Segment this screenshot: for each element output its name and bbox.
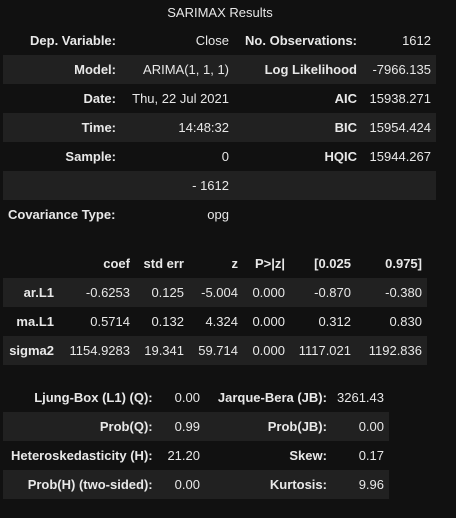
parameter-name: ma.L1: [16, 314, 54, 329]
summary-label: AIC: [334, 91, 357, 106]
table-cell: 0.312: [318, 314, 351, 329]
column-header: 0.975]: [385, 256, 422, 271]
summary-value: 15938.271: [369, 91, 431, 106]
diagnostic-value: 9.96: [358, 477, 384, 492]
table-cell: 19.341: [144, 343, 184, 358]
summary-label: Log Likelihood: [264, 62, 357, 77]
table-cell: 1117.021: [298, 343, 351, 358]
diagnostic-label: Prob(Q):: [99, 419, 153, 434]
column-header: [0.025: [314, 256, 351, 271]
summary-label: Model:: [74, 62, 116, 77]
summary-value: -7966.135: [372, 62, 431, 77]
table-cell: -5.004: [201, 285, 238, 300]
diagnostic-value: 0.00: [174, 477, 200, 492]
summary-label: Covariance Type:: [8, 207, 116, 222]
summary-value: [362, 200, 436, 229]
summary-value: 14:48:32: [178, 120, 229, 135]
diagnostics-row: Prob(H) (two-sided): 0.00 Kurtosis: 9.96: [3, 470, 389, 499]
summary-value: 0: [221, 149, 229, 164]
column-header: P>|z|: [254, 256, 285, 271]
table-cell: 0.000: [252, 314, 285, 329]
table-cell: 0.132: [151, 314, 184, 329]
summary-value: 15954.424: [369, 120, 431, 135]
diagnostics-row: Ljung-Box (L1) (Q): 0.00 Jarque-Bera (JB…: [3, 383, 389, 412]
diagnostic-value: 0.17: [358, 448, 384, 463]
diagnostics-table: Ljung-Box (L1) (Q): 0.00 Jarque-Bera (JB…: [3, 383, 389, 499]
summary-label: HQIC: [324, 149, 358, 164]
summary-label: [234, 200, 362, 229]
column-header: [3, 249, 59, 278]
diagnostic-value: 0.00: [358, 419, 384, 434]
summary-label: Sample:: [65, 149, 116, 164]
diagnostic-value: 0.99: [174, 419, 200, 434]
table-cell: 1154.9283: [69, 343, 131, 358]
table-cell: 0.830: [389, 314, 422, 329]
coefficient-row: sigma2 1154.9283 19.341 59.714 0.000 111…: [3, 336, 427, 365]
table-cell: 0.000: [252, 343, 285, 358]
diagnostics-row: Prob(Q): 0.99 Prob(JB): 0.00: [3, 412, 389, 441]
parameter-name: sigma2: [9, 343, 54, 358]
summary-row: Sample: 0 HQIC 15944.267: [3, 142, 436, 171]
coefficient-table: coef std err z P>|z| [0.025 0.975] ar.L1…: [3, 249, 427, 365]
summary-value: Thu, 22 Jul 2021: [132, 91, 229, 106]
diagnostic-label: Prob(H) (two-sided):: [27, 477, 153, 492]
diagnostic-label: Jarque-Bera (JB):: [217, 390, 327, 405]
summary-row: Time: 14:48:32 BIC 15954.424: [3, 113, 436, 142]
summary-table: Dep. Variable: Close No. Observations: 1…: [3, 26, 436, 229]
coefficient-header-row: coef std err z P>|z| [0.025 0.975]: [3, 249, 427, 278]
diagnostic-label: Ljung-Box (L1) (Q):: [34, 390, 153, 405]
table-cell: 0.000: [252, 285, 285, 300]
summary-label: Time:: [81, 120, 116, 135]
summary-value: Close: [195, 33, 229, 48]
diagnostic-value: 21.20: [167, 448, 200, 463]
table-cell: -0.6253: [85, 285, 130, 300]
results-title: SARIMAX Results: [167, 5, 273, 20]
summary-row: Dep. Variable: Close No. Observations: 1…: [3, 26, 436, 55]
summary-value: opg: [207, 207, 229, 222]
summary-value: 15944.267: [369, 149, 431, 164]
column-header: coef: [103, 256, 130, 271]
summary-label: Date:: [83, 91, 116, 106]
coefficient-row: ma.L1 0.5714 0.132 4.324 0.000 0.312 0.8…: [3, 307, 427, 336]
diagnostic-label: Skew:: [289, 448, 327, 463]
table-cell: 0.125: [151, 285, 184, 300]
table-cell: 59.714: [198, 343, 238, 358]
summary-value: 1612: [402, 33, 431, 48]
table-cell: 1192.836: [368, 343, 422, 358]
table-cell: 0.5714: [90, 314, 130, 329]
summary-value: ARIMA(1, 1, 1): [143, 62, 229, 77]
parameter-name: ar.L1: [23, 285, 54, 300]
table-cell: 4.324: [205, 314, 238, 329]
column-header: z: [231, 256, 239, 271]
table-cell: -0.380: [385, 285, 422, 300]
summary-value: - 1612: [192, 178, 229, 193]
summary-row: Model: ARIMA(1, 1, 1) Log Likelihood -79…: [3, 55, 436, 84]
summary-row: Covariance Type: opg: [3, 200, 436, 229]
diagnostic-label: Heteroskedasticity (H):: [11, 448, 153, 463]
column-header: std err: [143, 256, 184, 271]
diagnostic-value: 3261.43: [337, 390, 384, 405]
coefficient-row: ar.L1 -0.6253 0.125 -5.004 0.000 -0.870 …: [3, 278, 427, 307]
diagnostic-value: 0.00: [174, 390, 200, 405]
summary-label: No. Observations:: [245, 33, 357, 48]
summary-row: - 1612: [3, 171, 436, 200]
diagnostics-row: Heteroskedasticity (H): 21.20 Skew: 0.17: [3, 441, 389, 470]
summary-value: [362, 171, 436, 200]
diagnostic-label: Prob(JB):: [267, 419, 327, 434]
summary-label: [3, 171, 121, 200]
summary-row: Date: Thu, 22 Jul 2021 AIC 15938.271: [3, 84, 436, 113]
table-cell: -0.870: [314, 285, 351, 300]
summary-label: BIC: [334, 120, 357, 135]
summary-label: Dep. Variable:: [30, 33, 116, 48]
diagnostic-label: Kurtosis:: [269, 477, 327, 492]
summary-label: [234, 171, 362, 200]
